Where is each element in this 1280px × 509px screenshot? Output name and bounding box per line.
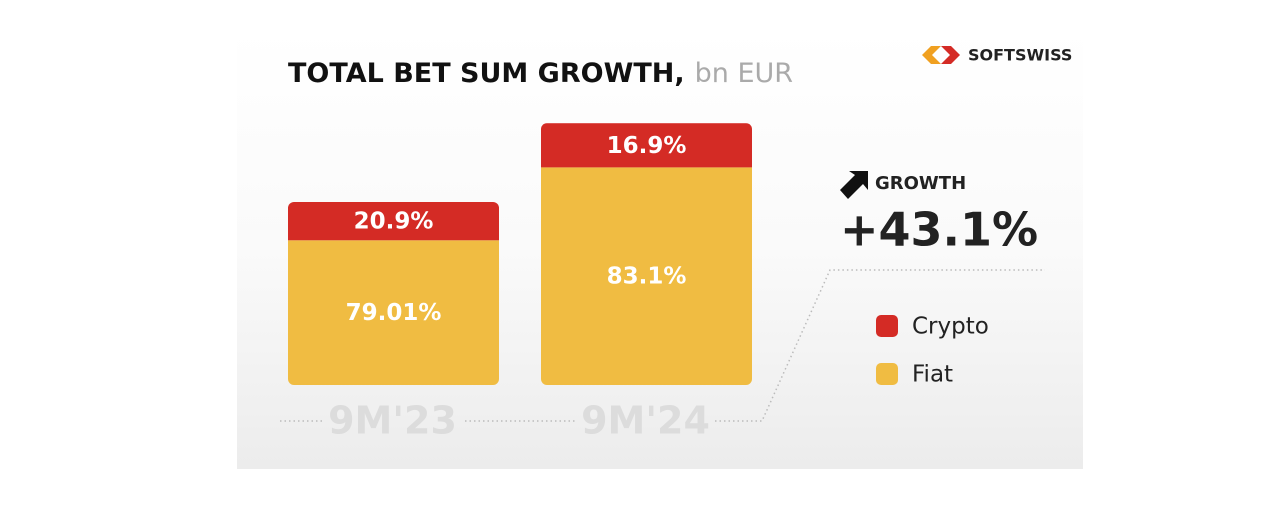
brand: SOFTSWISS (968, 46, 1072, 65)
bar-segment (288, 240, 499, 385)
value-label: 20.9% (354, 209, 434, 235)
bar-segment (541, 167, 752, 385)
legend-label: Crypto (912, 314, 989, 340)
legend-swatch (876, 315, 898, 337)
chart-title: TOTAL BET SUM GROWTH, bn EUR (288, 58, 793, 89)
value-label: 79.01% (346, 300, 442, 326)
legend-swatch (876, 363, 898, 385)
x-tick-label: 9M'24 (581, 399, 710, 443)
legend-label: Fiat (912, 362, 953, 388)
bar-segment (541, 123, 752, 168)
growth-label: GROWTH (875, 173, 966, 194)
bar-segment (288, 202, 499, 241)
value-label: 83.1% (607, 264, 687, 290)
dotted-line (280, 269, 1045, 422)
value-label: 16.9% (607, 133, 687, 159)
growth-arrow (840, 171, 868, 199)
x-tick-label: 9M'23 (328, 399, 457, 443)
growth-value: +43.1% (840, 203, 1038, 257)
title: TOTAL BET SUM GROWTH, (288, 58, 685, 89)
logo: SOFTSWISS (922, 46, 1072, 65)
subtitle: bn EUR (695, 58, 793, 89)
